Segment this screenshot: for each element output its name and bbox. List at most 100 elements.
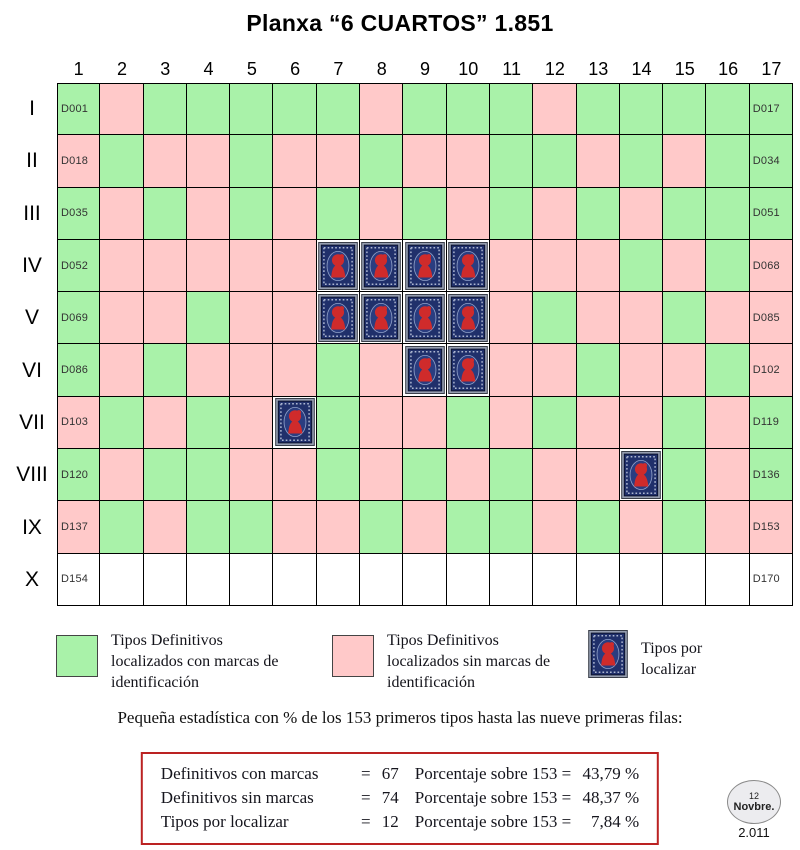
stamp-icon	[621, 450, 661, 499]
grid-cell	[186, 344, 231, 397]
grid-cell	[533, 553, 577, 606]
seal-month: Novbre.	[733, 801, 775, 813]
grid-cell	[576, 449, 620, 502]
grid-cell	[446, 553, 490, 606]
grid-cell	[663, 449, 707, 502]
grid-cell	[316, 83, 361, 136]
grid-cell	[360, 501, 404, 554]
plate-grid: 1 2 3 4 5 6 7 8 9 10 11 12 13 14 15 16 17 I D001 D017 II D018…	[7, 56, 794, 606]
grid-cell: D103	[57, 396, 101, 450]
grid-cell	[360, 553, 404, 606]
grid-cell	[576, 187, 620, 240]
grid-cell: D119	[749, 396, 794, 450]
grid-cell	[489, 449, 534, 502]
date-seal: 12 Novbre. 2.011	[720, 780, 788, 840]
grid-cell: D137	[57, 501, 101, 554]
column-header: 11	[489, 56, 534, 83]
grid-cell	[706, 135, 750, 188]
grid-cell	[186, 292, 231, 345]
stats-label: Tipos por localizar	[160, 812, 289, 831]
grid-cell	[230, 239, 274, 293]
grid-cell	[143, 449, 187, 502]
cell-label: D068	[752, 259, 780, 272]
stamp-icon	[447, 346, 488, 395]
grid-cell	[360, 292, 404, 345]
grid-cell	[230, 135, 274, 188]
grid-cell	[273, 83, 317, 136]
row-header: VII	[7, 396, 57, 450]
grid-cell	[100, 239, 144, 293]
legend-stamp-swatch	[588, 630, 628, 678]
grid-cell	[100, 344, 144, 397]
grid-cell	[403, 344, 447, 397]
column-header: 8	[360, 56, 404, 83]
grid-cell	[619, 449, 664, 502]
grid-cell	[403, 396, 447, 450]
stats-mid: Porcentaje sobre 153 =	[414, 788, 572, 807]
grid-cell	[316, 449, 361, 502]
grid-cell	[706, 292, 750, 345]
stamp-icon	[318, 293, 358, 342]
stats-mid: Porcentaje sobre 153 =	[414, 812, 572, 831]
grid-cell: D017	[749, 83, 794, 136]
grid-cell	[619, 83, 664, 136]
grid-cell	[273, 135, 317, 188]
grid-cell	[186, 553, 231, 606]
grid-cell	[230, 396, 274, 450]
grid-cell	[489, 501, 534, 554]
grid-cell	[230, 292, 274, 345]
column-header: 12	[533, 56, 577, 83]
stats-label: Definitivos con marcas	[160, 764, 319, 783]
grid-cell	[230, 449, 274, 502]
cell-label: D137	[61, 521, 89, 534]
grid-cell	[186, 449, 231, 502]
grid-cell	[403, 187, 447, 240]
legend: Tipos Definitivos localizados con marcas…	[0, 630, 800, 693]
grid-cell	[143, 553, 187, 606]
grid-cell	[663, 344, 707, 397]
stats-value: 74	[381, 788, 399, 807]
grid-cell	[576, 239, 620, 293]
green-swatch	[56, 635, 98, 677]
grid-cell	[446, 187, 490, 240]
column-header: 15	[663, 56, 707, 83]
column-header: 1	[57, 56, 101, 83]
stamp-icon	[447, 241, 488, 290]
grid-cell	[316, 344, 361, 397]
grid-cell	[360, 344, 404, 397]
column-header: 14	[619, 56, 664, 83]
grid-cell	[403, 553, 447, 606]
row-header: III	[7, 187, 57, 240]
grid-cell	[360, 187, 404, 240]
grid-cell	[533, 449, 577, 502]
stats-intro: Pequeña estadística con % de los 153 pri…	[117, 708, 683, 727]
grid-cell	[316, 292, 361, 345]
grid-cell	[576, 292, 620, 345]
stamp-icon	[588, 630, 628, 678]
grid-cell	[533, 396, 577, 450]
grid-cell	[706, 396, 750, 450]
grid-cell	[143, 292, 187, 345]
grid-cell	[446, 292, 490, 345]
grid-cell	[143, 396, 187, 450]
grid-cell	[360, 135, 404, 188]
equals-sign: =	[361, 788, 371, 807]
stamp-icon	[318, 241, 358, 290]
grid-cell	[403, 83, 447, 136]
grid-cell: D136	[749, 449, 794, 502]
stats-value: 67	[381, 764, 399, 783]
stamp-icon	[404, 293, 445, 342]
grid-cell	[576, 501, 620, 554]
stamp-icon	[447, 293, 488, 342]
seal-day: 12	[748, 791, 759, 801]
grid-cell	[273, 396, 317, 450]
legend-pink-label: Tipos Definitivos localizados sin marcas…	[387, 632, 551, 691]
cell-label: D102	[752, 364, 780, 377]
grid-cell	[230, 344, 274, 397]
grid-cell	[663, 187, 707, 240]
grid-cell	[360, 83, 404, 136]
grid-cell	[186, 187, 231, 240]
grid-cell	[100, 501, 144, 554]
grid-cell	[230, 187, 274, 240]
grid-cell	[446, 396, 490, 450]
